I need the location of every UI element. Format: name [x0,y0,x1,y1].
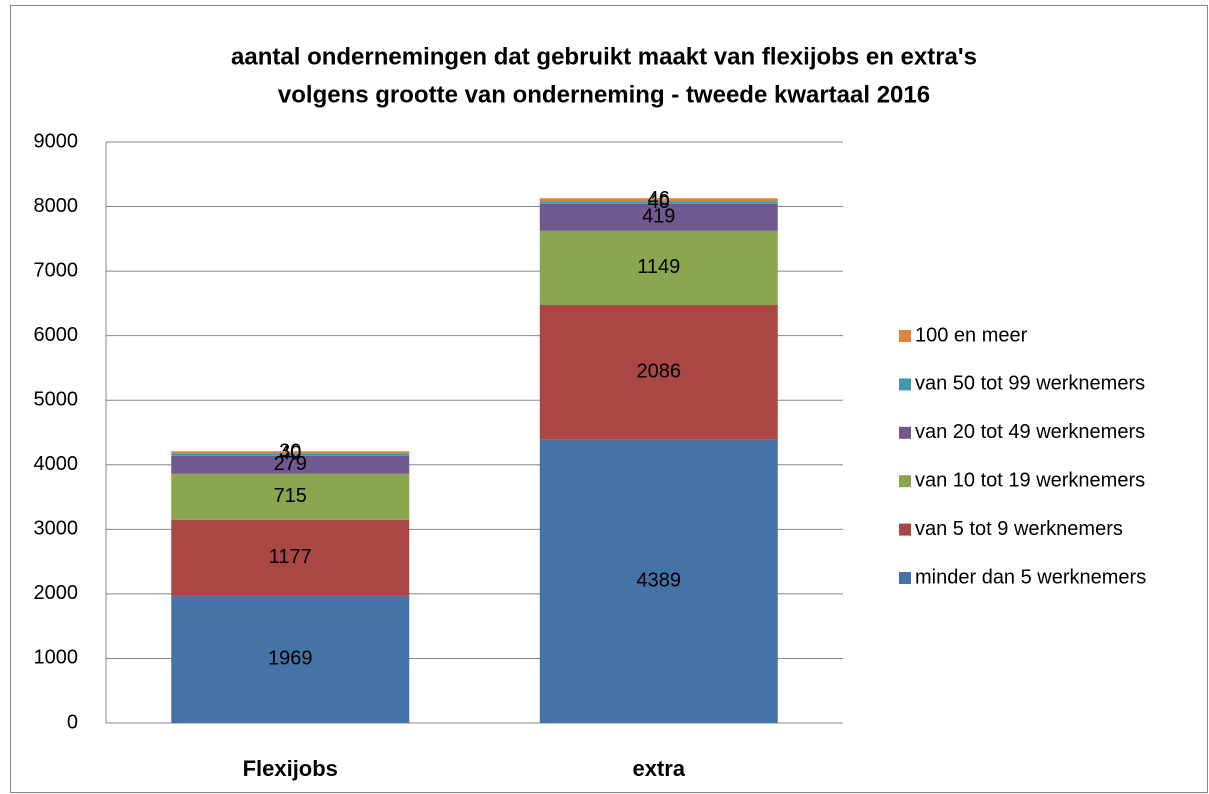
data-label: 279 [274,453,307,475]
data-label: 2086 [637,361,682,383]
legend-swatch [899,378,911,391]
y-tick-label: 5000 [34,389,79,411]
bar-segment [539,230,778,306]
bar-segment [171,473,410,520]
legend-swatch [899,426,911,439]
bar-segment [171,519,410,596]
legend-label: 100 en meer [915,324,1028,346]
legend-label: van 10 tot 19 werknemers [915,469,1145,491]
legend-label: van 20 tot 49 werknemers [915,421,1145,443]
legend-swatch [899,475,911,488]
bar-segment [539,203,778,231]
data-label: 30 [279,440,301,462]
data-label: 40 [648,191,670,213]
y-tick-label: 0 [67,711,78,733]
bar-segment [171,595,410,723]
legend-swatch [899,523,911,536]
bar-segment [539,198,778,202]
data-label: 1177 [269,546,312,568]
y-tick-label: 1000 [34,647,79,669]
data-label: 46 [648,188,670,210]
y-tick-label: 3000 [34,518,79,540]
legend-label: van 5 tot 9 werknemers [915,518,1123,540]
bar-segment [539,201,778,204]
y-tick-label: 9000 [34,130,79,152]
y-tick-label: 8000 [34,195,79,217]
bar-segment [171,455,410,474]
y-tick-label: 2000 [34,582,79,604]
y-tick-label: 7000 [34,259,79,281]
bar-segment [539,305,778,440]
data-label: 1969 [268,648,313,670]
legend-swatch [899,330,911,342]
bar-segment [171,453,410,456]
data-label: 715 [274,485,307,507]
legend-label: van 50 tot 99 werknemers [915,373,1145,395]
data-label: 40 [279,443,301,465]
bar-segment [539,439,778,723]
legend-swatch [899,572,911,584]
x-tick-label: Flexijobs [243,756,338,781]
data-label: 419 [642,206,675,228]
data-label: 4389 [637,570,682,592]
y-tick-label: 6000 [34,324,79,346]
x-tick-label: extra [632,756,685,781]
chart-title: aantal ondernemingen dat gebruikt maakt … [231,43,977,70]
data-label: 1149 [637,256,680,278]
legend-label: minder dan 5 werknemers [915,566,1146,588]
bar-segment [171,451,410,454]
chart-title: volgens grootte van onderneming - tweede… [278,81,930,108]
y-tick-label: 4000 [34,453,79,475]
